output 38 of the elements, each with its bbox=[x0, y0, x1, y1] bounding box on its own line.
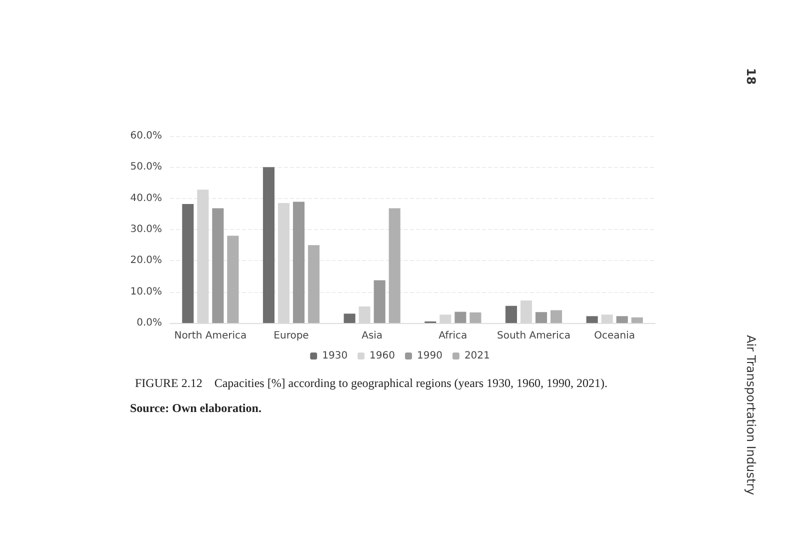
x-tick-label: South America bbox=[497, 330, 570, 342]
y-tick-label: 40.0% bbox=[130, 192, 162, 204]
bar bbox=[454, 312, 466, 323]
bar bbox=[262, 167, 275, 323]
x-tick-label: Asia bbox=[362, 330, 383, 342]
bar bbox=[344, 314, 356, 323]
text: FIGURE 2.12 Capacities [%] according to geographical regions (years 1930, 1960, 1990, 2021). bbox=[135, 376, 608, 390]
bar bbox=[470, 312, 482, 323]
bar bbox=[535, 312, 548, 323]
source-note: Source: Own elaboration. bbox=[130, 401, 262, 415]
x-tick-label: Oceania bbox=[594, 330, 636, 342]
legend-label: 1960 bbox=[370, 350, 396, 362]
legend-label: 1930 bbox=[322, 350, 348, 362]
bar bbox=[586, 316, 598, 323]
bar bbox=[227, 236, 239, 323]
text: Air Transportation Industry bbox=[744, 335, 758, 496]
y-tick-label: 0.0% bbox=[136, 318, 162, 328]
legend-label: 2021 bbox=[464, 350, 490, 362]
bar bbox=[388, 208, 400, 323]
bar bbox=[550, 310, 562, 323]
x-tick-label: Europe bbox=[274, 330, 309, 342]
legend-label: 1990 bbox=[417, 350, 442, 362]
bar bbox=[374, 280, 386, 323]
y-tick-label: 60.0% bbox=[130, 130, 162, 142]
x-tick-label: Africa bbox=[438, 330, 468, 342]
bar bbox=[505, 306, 518, 323]
bar bbox=[292, 202, 305, 323]
y-tick-label: 20.0% bbox=[130, 255, 162, 266]
y-tick-label: 30.0% bbox=[130, 224, 162, 235]
bar bbox=[212, 208, 224, 323]
bar bbox=[616, 316, 628, 323]
y-tick-label: 50.0% bbox=[130, 162, 162, 173]
y-tick-label: 10.0% bbox=[130, 286, 162, 298]
x-tick-label: North America bbox=[174, 330, 247, 342]
bar bbox=[631, 317, 643, 323]
bar bbox=[182, 204, 194, 323]
bar bbox=[308, 245, 320, 323]
text: 18 bbox=[744, 68, 758, 85]
